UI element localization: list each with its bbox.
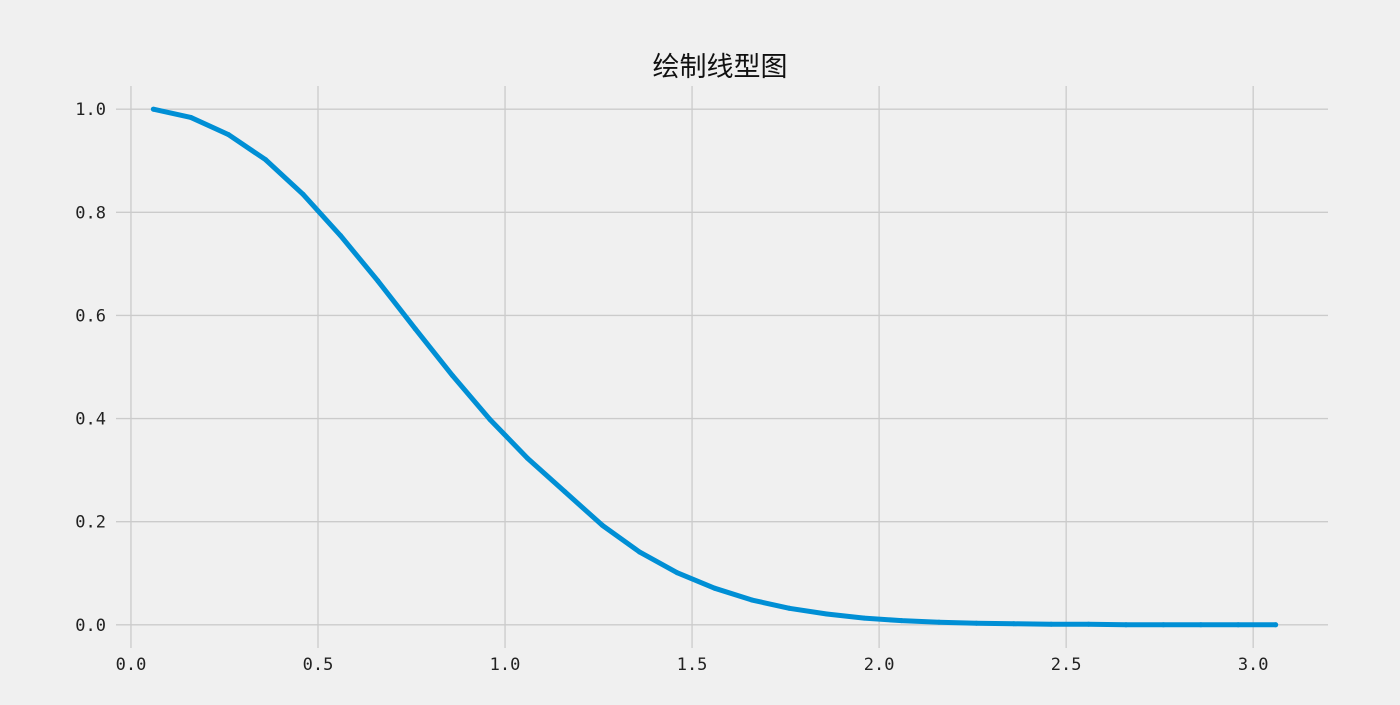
x-tick-label: 1.0 [490,655,521,675]
x-tick-label: 0.5 [303,655,334,675]
y-tick-label: 0.6 [75,306,106,326]
data-point [973,620,979,626]
data-point [861,615,867,621]
data-point [712,585,718,591]
data-point [1086,621,1092,627]
x-tick-label: 3.0 [1238,655,1269,675]
data-point [300,191,306,197]
x-tick-label: 2.5 [1051,655,1082,675]
data-point [824,611,830,617]
y-tick-label: 0.8 [75,203,106,223]
data-point [1048,621,1054,627]
data-point [674,570,680,576]
x-tick-label: 0.0 [116,655,147,675]
series-line [150,106,1279,628]
x-tick-labels: 0.0 0.5 1.0 1.5 2.0 2.5 3.0 [116,655,1269,675]
data-point [412,326,418,332]
y-tick-label: 0.0 [75,616,106,636]
data-point [1123,622,1129,628]
data-point [599,522,605,528]
data-point [150,106,156,112]
data-point [1235,622,1241,628]
data-point [936,619,942,625]
data-point [1198,622,1204,628]
data-point [637,549,643,555]
data-point [225,131,231,137]
data-point [1011,621,1017,627]
data-point [899,618,905,624]
y-tick-label: 0.2 [75,513,106,533]
data-point [375,278,381,284]
data-point [337,233,343,239]
series-layer [150,106,1279,628]
data-point [450,373,456,379]
x-tick-label: 2.0 [864,655,895,675]
y-tick-labels: 0.0 0.2 0.4 0.6 0.8 1.0 [75,100,106,636]
data-point [786,605,792,611]
data-point [263,157,269,163]
data-point [487,417,493,423]
data-point [562,489,568,495]
y-tick-label: 1.0 [75,100,106,120]
data-point [524,455,530,461]
y-tick-label: 0.4 [75,410,106,430]
data-point [1160,622,1166,628]
data-point [749,597,755,603]
x-grid [130,86,1254,648]
chart-title: 绘制线型图 [653,52,788,83]
x-tick-label: 1.5 [677,655,708,675]
data-point [188,114,194,120]
data-point [1273,622,1279,628]
